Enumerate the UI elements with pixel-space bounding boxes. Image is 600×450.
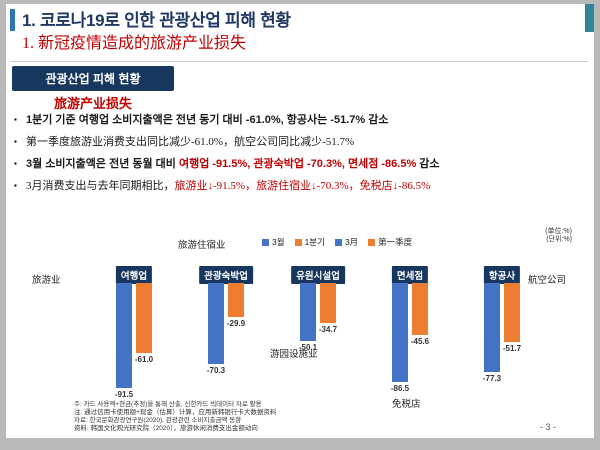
bar-q1: [228, 283, 244, 317]
unit-labels: (单位:%) (단위:%): [545, 228, 572, 244]
bar-march: [392, 283, 408, 382]
bullet-list: ▪ 1분기 기준 여행업 소비지출액은 전년 동기 대비 -61.0%, 항공사는…: [14, 113, 580, 201]
slide-title-korean: 1. 코로나19로 인한 관광산업 피해 현황: [22, 11, 291, 30]
bullet-text: 旅游业↓-91.5%，旅游住宿业↓-70.3%，免税店↓-86.5%: [174, 180, 431, 192]
bullet-marker: ▪: [14, 115, 17, 124]
chart-column: 면세점 -86.5 -45.6: [364, 266, 456, 412]
chart-legend: 3월 1분기 3月 第一季度: [262, 236, 412, 248]
legend-label: 1분기: [304, 237, 325, 247]
legend-swatch: [334, 238, 342, 246]
unit-label: (单位:%): [545, 228, 572, 235]
bullet-item: ▪ 1분기 기준 여행업 소비지출액은 전년 동기 대비 -61.0%, 항공사는…: [14, 113, 580, 127]
slide-title-chinese: 1. 新冠疫情造成的旅游产业损失: [22, 35, 247, 52]
annotation-tourism: 旅游业: [32, 276, 61, 286]
bar-march: [300, 283, 316, 341]
annotation-amusement: 游园设施业: [270, 350, 318, 360]
chart-column: 관광숙박업 -70.3 -29.9: [180, 266, 272, 412]
bar-march: [208, 283, 224, 364]
value-label: -61.0: [134, 355, 154, 364]
value-label: -34.7: [318, 325, 338, 334]
bar-q1: [412, 283, 428, 335]
footnote-line: 자료: 한국문화관광연구원(2020), 관광관련 소비지출금액 동향: [74, 417, 242, 424]
bullet-text: 第一季度旅游业消费支出同比减少-61.0%，航空公司同比减少-51.7%: [26, 136, 355, 148]
value-label: -77.3: [482, 374, 502, 383]
legend-item: 第一季度: [368, 236, 412, 248]
legend-item: 3月: [334, 236, 359, 248]
title-accent-bar: [10, 9, 15, 31]
legend-label: 3月: [344, 237, 359, 247]
legend-swatch: [262, 238, 269, 246]
footnote-line: 注: 通过信用卡使用额+现金（估算）计算，应用新韩银行卡大数据资料: [74, 409, 277, 416]
bar-march: [116, 283, 132, 388]
bar-q1: [320, 283, 336, 323]
value-label: -45.6: [410, 337, 430, 346]
value-label: -50.1: [298, 343, 318, 352]
page-number: - 3 -: [540, 422, 557, 432]
bullet-text: 1분기 기준 여행업 소비지출액은 전년 동기 대비 -61.0%, 항공사는 …: [26, 114, 389, 126]
annotation-lodging: 旅游住宿业: [178, 241, 226, 251]
legend-swatch: [368, 238, 376, 246]
chart-column: 항공사 -77.3 -51.7: [456, 266, 548, 412]
footnote-line: 주: 카드 사용액+현금(추정)을 통해 산출, 신한카드 빅데이터 자료 활용: [74, 401, 262, 408]
section-badge: 관광산업 피해 현황 旅游产业损失: [12, 66, 174, 114]
legend-label: 3월: [272, 237, 285, 247]
legend-item: 3월: [262, 236, 285, 248]
chart-column: 유원시설업 -50.1 -34.7: [272, 266, 364, 412]
footnote-line: 资料: 韩国文化观光研究院（2020），旅游休闲消费支出金额动向: [74, 425, 258, 432]
bullet-marker: ▪: [14, 181, 17, 190]
bullet-marker: ▪: [14, 159, 17, 168]
bar-q1: [504, 283, 520, 342]
value-label: -51.7: [502, 344, 522, 353]
annotation-airline: 航空公司: [528, 276, 567, 286]
category-label: 유원시설업: [291, 266, 345, 284]
bullet-item: ▪ 3월 소비지출액은 전년 동월 대비 여행업 -91.5%, 관광숙박업 -7…: [14, 157, 580, 171]
bullet-text: 3월 소비지출액은 전년 동월 대비: [26, 158, 179, 170]
value-label: -91.5: [114, 390, 134, 399]
corner-accent: [585, 4, 594, 32]
section-badge-chinese: 旅游产业损失: [53, 96, 132, 111]
annotation-dutyfree: 免税店: [392, 400, 421, 410]
bullet-text: 감소: [416, 158, 440, 170]
category-label: 면세점: [391, 266, 429, 284]
legend-swatch: [294, 238, 302, 246]
footnotes: 주: 카드 사용액+현금(추정)을 통해 산출, 신한카드 빅데이터 자료 활용…: [74, 401, 276, 433]
bullet-item: ▪ 第一季度旅游业消费支出同比减少-61.0%，航空公司同比减少-51.7%: [14, 135, 580, 149]
bar-q1: [136, 283, 152, 353]
bullet-marker: ▪: [14, 137, 17, 146]
legend-item: 1분기: [294, 236, 325, 248]
value-label: -86.5: [390, 384, 410, 393]
value-label: -70.3: [206, 366, 226, 375]
value-label: -29.9: [226, 319, 246, 328]
slide: 1. 코로나19로 인한 관광산업 피해 현황 1. 新冠疫情造成的旅游产业损失…: [6, 4, 594, 438]
unit-label: (단위:%): [546, 236, 572, 243]
category-label: 항공사: [483, 266, 521, 284]
category-label: 관광숙박업: [199, 266, 253, 284]
chart-columns: 여행업 -91.5 -61.0 관광숙박업 -70.3 -29.9 유원시설업 -50.1 -3…: [88, 266, 548, 412]
legend-label: 第一季度: [378, 237, 413, 247]
header-divider: [10, 61, 588, 62]
bar-chart: (单位:%) (단위:%) 3월 1분기 3月 第一季度 旅游住宿业 旅游业 航空公司 …: [30, 228, 578, 413]
bullet-text: 여행업 -91.5%, 관광숙박업 -70.3%, 면세점 -86.5%: [178, 158, 417, 170]
category-label: 여행업: [115, 266, 153, 284]
chart-column: 여행업 -91.5 -61.0: [88, 266, 180, 412]
bullet-text: 3月消费支出与去年同期相比，: [26, 180, 175, 192]
section-badge-korean: 관광산업 피해 현황: [12, 66, 174, 91]
bar-march: [484, 283, 500, 372]
bullet-item: ▪ 3月消费支出与去年同期相比，旅游业↓-91.5%，旅游住宿业↓-70.3%，免…: [14, 179, 580, 193]
